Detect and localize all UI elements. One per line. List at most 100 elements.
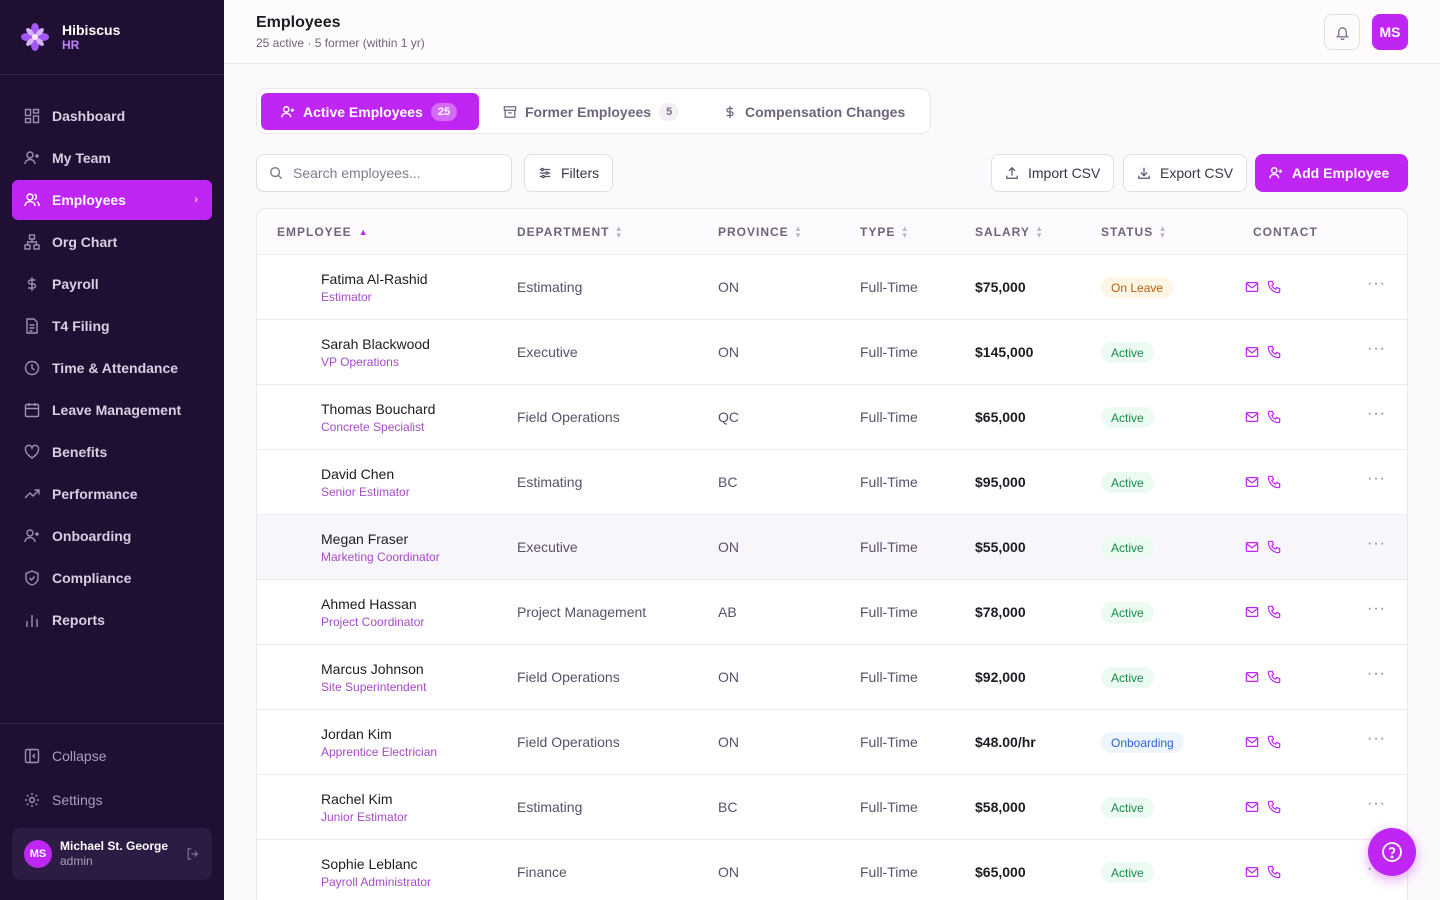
user-card[interactable]: MS Michael St. George admin [12, 828, 212, 880]
gear-icon [25, 793, 39, 807]
table-row[interactable]: Ahmed Hassan Project Coordinator Project M… [257, 580, 1407, 645]
sidebar-item-dashboard[interactable]: Dashboard [12, 96, 212, 136]
column-header-salary[interactable]: SALARY ▴ ▾ [975, 224, 1042, 240]
mail-icon[interactable] [1245, 410, 1259, 424]
sidebar-item-onboarding[interactable]: Onboarding [12, 516, 212, 556]
table-row[interactable]: Sophie Leblanc Payroll Administrator Finan… [257, 840, 1407, 900]
table-row[interactable]: Rachel Kim Junior Estimator Estimating BC Fu… [257, 775, 1407, 840]
sidebar-item-time-attendance[interactable]: Time & Attendance [12, 348, 212, 388]
more-actions-icon[interactable]: ··· [1367, 340, 1386, 357]
export-csv-button[interactable]: Export CSV [1123, 154, 1248, 192]
mail-icon[interactable] [1245, 800, 1259, 814]
mail-icon[interactable] [1245, 605, 1259, 619]
more-actions-icon[interactable]: ··· [1367, 730, 1386, 747]
notifications-button[interactable] [1324, 14, 1360, 50]
sidebar-item-reports[interactable]: Reports [12, 600, 212, 640]
employee-name[interactable]: Rachel Kim [321, 791, 393, 807]
shield-icon [25, 570, 39, 586]
table-row[interactable]: David Chen Senior Estimator Estimating BC Fu… [257, 450, 1407, 515]
employee-name[interactable]: Thomas Bouchard [321, 401, 436, 417]
employee-name[interactable]: David Chen [321, 466, 395, 482]
contact-actions [1245, 345, 1289, 359]
phone-icon[interactable] [1267, 475, 1281, 489]
mail-icon[interactable] [1245, 475, 1259, 489]
type-cell: Full-Time [860, 279, 918, 295]
employee-name[interactable]: Jordan Kim [321, 726, 392, 742]
more-actions-icon[interactable]: ··· [1367, 600, 1386, 617]
more-actions-icon[interactable]: ··· [1367, 405, 1386, 422]
sidebar-item-employees[interactable]: Employees › [12, 180, 212, 220]
search-input[interactable] [293, 165, 493, 181]
mail-icon[interactable] [1245, 540, 1259, 554]
sidebar-item-performance[interactable]: Performance [12, 474, 212, 514]
org-chart-icon [24, 234, 40, 250]
phone-icon[interactable] [1267, 735, 1281, 749]
phone-icon[interactable] [1267, 800, 1281, 814]
sidebar-item-payroll[interactable]: Payroll [12, 264, 212, 304]
column-header-department[interactable]: DEPARTMENT ▴ ▾ [517, 224, 622, 240]
phone-icon[interactable] [1267, 605, 1281, 619]
mail-icon[interactable] [1245, 735, 1259, 749]
table-row[interactable]: Marcus Johnson Site Superintendent Field O… [257, 645, 1407, 710]
mail-icon[interactable] [1245, 865, 1259, 879]
table-row[interactable]: Jordan Kim Apprentice Electrician Field Op… [257, 710, 1407, 775]
logout-icon[interactable] [186, 847, 200, 861]
search-box[interactable] [256, 154, 512, 192]
employee-name[interactable]: Fatima Al-Rashid [321, 271, 428, 287]
sidebar-item-leave-management[interactable]: Leave Management [12, 390, 212, 430]
employees-table: EMPLOYEE ▲ DEPARTMENT ▴ ▾ PROVINCE ▴ ▾ TYPE ▴ ▾… [256, 208, 1408, 900]
more-actions-icon[interactable]: ··· [1367, 470, 1386, 487]
department-cell: Estimating [517, 279, 583, 295]
table-row[interactable]: Fatima Al-Rashid Estimator Estimating ON Ful… [257, 255, 1407, 320]
column-header-province[interactable]: PROVINCE ▴ ▾ [718, 224, 801, 240]
phone-icon[interactable] [1267, 345, 1281, 359]
employee-name[interactable]: Sophie Leblanc [321, 856, 418, 872]
sidebar-item-org-chart[interactable]: Org Chart [12, 222, 212, 262]
table-row[interactable]: Megan Fraser Marketing Coordinator Executi… [257, 515, 1407, 580]
phone-icon[interactable] [1267, 410, 1281, 424]
sidebar-item-my-team[interactable]: My Team [12, 138, 212, 178]
mail-icon[interactable] [1245, 670, 1259, 684]
trend-icon [24, 489, 40, 499]
sidebar-item-t4-filing[interactable]: T4 Filing [12, 306, 212, 346]
collapse-button[interactable]: Collapse [12, 736, 212, 776]
brand[interactable]: Hibiscus HR [0, 0, 224, 75]
sidebar-item-benefits[interactable]: Benefits [12, 432, 212, 472]
employee-name[interactable]: Marcus Johnson [321, 661, 424, 677]
tab-former-employees[interactable]: Former Employees 5 [503, 93, 693, 130]
employee-name[interactable]: Megan Fraser [321, 531, 409, 547]
employee-name[interactable]: Sarah Blackwood [321, 336, 430, 352]
table-row[interactable]: Thomas Bouchard Concrete Specialist Field … [257, 385, 1407, 450]
phone-icon[interactable] [1267, 540, 1281, 554]
filters-button[interactable]: Filters [524, 154, 614, 192]
phone-icon[interactable] [1267, 865, 1281, 879]
employee-role: Junior Estimator [321, 810, 408, 824]
avatar[interactable]: MS [1372, 14, 1408, 50]
help-button[interactable] [1368, 828, 1416, 876]
add-employee-button[interactable]: Add Employee [1255, 154, 1408, 192]
phone-icon[interactable] [1267, 670, 1281, 684]
column-header-type[interactable]: TYPE ▴ ▾ [860, 224, 908, 240]
export-label: Export CSV [1160, 165, 1234, 181]
department-cell: Executive [517, 344, 578, 360]
more-actions-icon[interactable]: ··· [1367, 535, 1386, 552]
sidebar-item-label: My Team [52, 150, 111, 166]
dashboard-icon [24, 108, 40, 124]
column-header-employee[interactable]: EMPLOYEE ▲ [277, 225, 369, 239]
table-row[interactable]: Sarah Blackwood VP Operations Executive ON F… [257, 320, 1407, 385]
mail-icon[interactable] [1245, 280, 1259, 294]
tab-compensation-changes[interactable]: Compensation Changes [723, 93, 923, 130]
phone-icon[interactable] [1267, 280, 1281, 294]
more-actions-icon[interactable]: ··· [1367, 275, 1386, 292]
settings-button[interactable]: Settings [12, 780, 212, 820]
more-actions-icon[interactable]: ··· [1367, 665, 1386, 682]
sidebar-item-compliance[interactable]: Compliance [12, 558, 212, 598]
more-actions-icon[interactable]: ··· [1367, 795, 1386, 812]
tab-active-employees[interactable]: Active Employees 25 [261, 93, 479, 130]
employee-name[interactable]: Ahmed Hassan [321, 596, 417, 612]
department-cell: Executive [517, 539, 578, 555]
import-csv-button[interactable]: Import CSV [991, 154, 1115, 192]
column-header-status[interactable]: STATUS ▴ ▾ [1101, 224, 1166, 240]
type-cell: Full-Time [860, 474, 918, 490]
mail-icon[interactable] [1245, 345, 1259, 359]
